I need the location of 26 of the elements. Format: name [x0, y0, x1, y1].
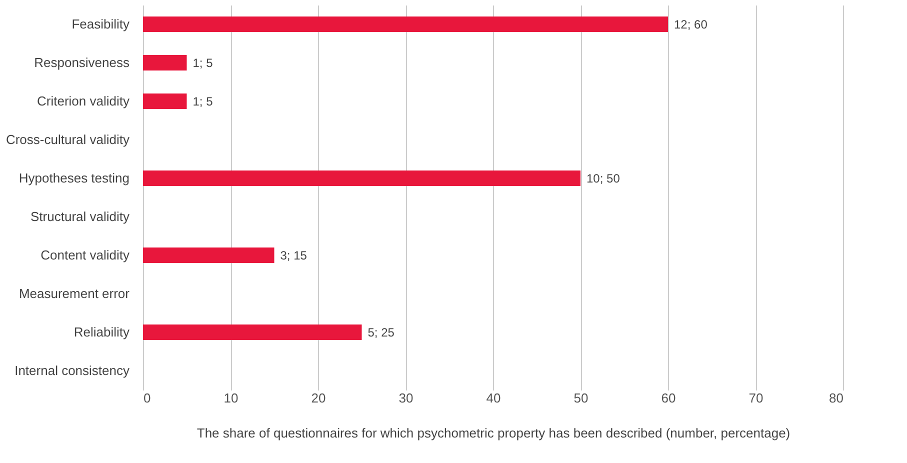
y-tick-label: Responsiveness	[34, 54, 130, 70]
x-tick-label: 10	[224, 390, 238, 406]
y-tick-label: Internal consistency	[14, 362, 130, 378]
x-tick-label: 80	[829, 390, 844, 406]
x-tick-label: 40	[486, 390, 501, 406]
y-tick-label: Criterion validity	[37, 93, 130, 108]
y-tick-label: Feasibility	[72, 16, 130, 32]
data-label: 3; 15	[280, 248, 308, 262]
y-tick-label: Hypotheses testing	[18, 170, 130, 186]
y-tick-label: Measurement error	[18, 286, 130, 301]
x-tick-label: 60	[661, 390, 676, 406]
x-tick-label: 20	[311, 390, 326, 406]
data-label: 10; 50	[586, 171, 620, 186]
y-tick-label: Cross-cultural validity	[6, 132, 130, 147]
y-tick-label: Structural validity	[30, 208, 130, 224]
x-axis-title: The share of questionnaires for which psychometric property has been described (number, percentage)	[196, 426, 790, 440]
data-label: 5; 25	[368, 325, 395, 340]
x-tick-label: 30	[398, 390, 414, 406]
y-tick-label: Reliability	[74, 324, 130, 340]
data-label: 1; 5	[192, 56, 214, 70]
x-tick-label: 70	[748, 390, 764, 406]
y-tick-label: Content validity	[40, 247, 130, 262]
data-label: 1; 5	[192, 94, 214, 108]
data-label: 12; 60	[674, 17, 708, 32]
x-tick-label: 50	[574, 390, 588, 406]
x-tick-label: 0	[144, 390, 151, 406]
